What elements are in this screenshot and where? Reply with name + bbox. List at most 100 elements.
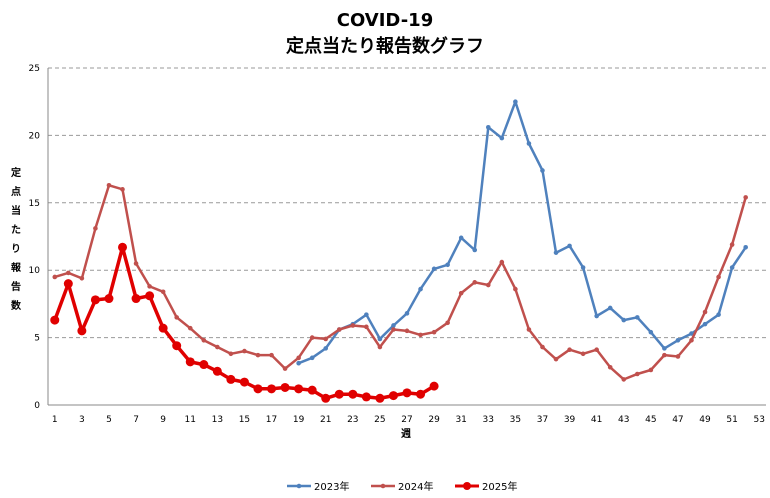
data-point xyxy=(553,356,559,362)
data-point xyxy=(172,341,182,351)
data-point xyxy=(662,352,667,358)
data-point xyxy=(743,195,748,200)
legend-label: 2025年 xyxy=(482,480,517,493)
y-axis-label: 定点当たり報告数 xyxy=(11,166,22,312)
y-tick-label: 15 xyxy=(29,199,40,209)
series-2025年 xyxy=(50,242,439,403)
y-axis-label-char: 点 xyxy=(11,185,21,198)
x-tick-label: 47 xyxy=(672,415,683,425)
legend-entry: 2024年 xyxy=(371,480,433,493)
chart-title-line2: 定点当たり報告数グラフ xyxy=(286,35,484,57)
legend-marker xyxy=(296,483,302,489)
data-point xyxy=(174,315,179,320)
data-point xyxy=(282,366,288,371)
data-point xyxy=(402,388,412,398)
data-point xyxy=(267,384,277,394)
data-point xyxy=(689,337,694,343)
data-point xyxy=(309,335,315,340)
data-point xyxy=(269,352,274,358)
data-point xyxy=(594,313,599,319)
y-axis-label-char: 当 xyxy=(11,204,21,217)
data-point xyxy=(377,344,383,350)
x-tick-label: 49 xyxy=(699,415,711,425)
x-tick-label: 51 xyxy=(726,415,737,425)
legend-marker xyxy=(463,482,471,490)
y-tick-label: 0 xyxy=(34,401,40,411)
x-tick-label: 27 xyxy=(401,415,412,425)
data-point xyxy=(431,266,437,272)
data-point xyxy=(187,325,193,331)
x-tick-label: 33 xyxy=(483,415,494,425)
data-point xyxy=(458,290,464,296)
data-point xyxy=(133,261,139,266)
legend-entry: 2025年 xyxy=(455,480,517,493)
data-point xyxy=(104,294,114,304)
data-point xyxy=(540,344,545,350)
data-point xyxy=(63,279,73,289)
data-point xyxy=(348,389,358,399)
x-tick-label: 11 xyxy=(185,415,196,425)
data-point xyxy=(377,336,383,342)
data-point xyxy=(147,284,152,289)
data-point xyxy=(445,262,450,268)
data-point xyxy=(323,346,329,351)
data-point xyxy=(131,294,141,304)
data-point xyxy=(361,392,371,402)
data-point xyxy=(391,323,396,328)
x-axis-label: 週 xyxy=(401,428,411,440)
data-point xyxy=(526,141,532,146)
data-point xyxy=(323,336,329,342)
data-point xyxy=(416,389,426,399)
data-point xyxy=(485,125,491,130)
data-point xyxy=(253,384,263,394)
data-point xyxy=(621,377,627,382)
data-point xyxy=(120,187,125,192)
data-point xyxy=(321,393,331,403)
series-line xyxy=(298,100,747,365)
data-point xyxy=(418,332,423,338)
data-point xyxy=(52,274,58,280)
data-point xyxy=(77,326,87,336)
data-point xyxy=(635,371,640,377)
y-axis-label-char: 報 xyxy=(11,261,22,274)
data-point xyxy=(540,168,545,173)
axes xyxy=(47,68,766,406)
data-point xyxy=(79,275,85,281)
x-tick-label: 3 xyxy=(79,415,85,425)
data-point xyxy=(280,382,290,392)
data-point xyxy=(526,327,532,332)
data-point xyxy=(553,250,559,255)
data-point xyxy=(580,265,586,270)
x-tick-label: 19 xyxy=(293,415,305,425)
data-point xyxy=(296,355,301,361)
data-point xyxy=(388,391,398,401)
x-tick-label: 13 xyxy=(212,415,223,425)
x-tick-label: 39 xyxy=(564,415,576,425)
data-point xyxy=(226,374,236,384)
data-point xyxy=(594,347,599,353)
data-point xyxy=(458,235,464,241)
x-tick-label: 25 xyxy=(374,415,385,425)
data-point xyxy=(472,280,478,285)
data-point xyxy=(145,291,155,301)
data-point xyxy=(648,329,654,335)
data-point xyxy=(212,366,222,376)
x-tick-label: 7 xyxy=(133,415,139,425)
data-point xyxy=(309,355,315,361)
data-point xyxy=(336,327,342,332)
x-tick-label: 17 xyxy=(266,415,277,425)
data-point xyxy=(702,309,708,315)
y-tick-label: 20 xyxy=(29,131,41,141)
data-point xyxy=(296,360,301,366)
data-point xyxy=(743,244,748,250)
data-point xyxy=(635,315,640,320)
x-tick-label: 23 xyxy=(347,415,358,425)
y-axis-label-char: た xyxy=(11,224,21,236)
legend-entry: 2023年 xyxy=(287,480,349,493)
x-tick-label: 53 xyxy=(753,415,764,425)
data-point xyxy=(418,286,423,292)
data-point xyxy=(621,317,627,323)
y-tick-label: 10 xyxy=(29,266,41,276)
data-point xyxy=(607,364,613,370)
